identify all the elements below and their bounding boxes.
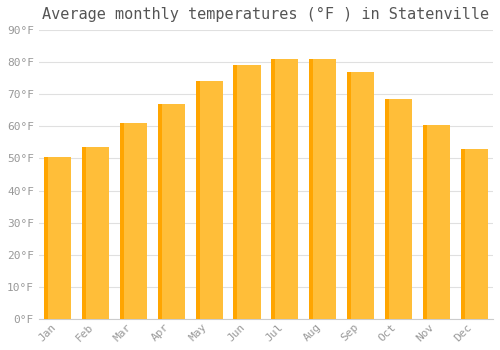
Bar — [120, 123, 147, 319]
Bar — [86, 147, 109, 319]
Bar — [196, 82, 223, 319]
Bar — [48, 157, 72, 319]
Title: Average monthly temperatures (°F ) in Statenville: Average monthly temperatures (°F ) in St… — [42, 7, 490, 22]
Bar — [309, 59, 336, 319]
Bar — [426, 125, 450, 319]
Bar — [464, 149, 488, 319]
Bar — [385, 99, 412, 319]
Bar — [276, 59, 298, 319]
Bar — [351, 72, 374, 319]
Bar — [162, 104, 185, 319]
Bar — [422, 125, 450, 319]
Bar — [200, 82, 223, 319]
Bar — [234, 65, 260, 319]
Bar — [124, 123, 147, 319]
Bar — [271, 59, 298, 319]
Bar — [347, 72, 374, 319]
Bar — [389, 99, 412, 319]
Bar — [82, 147, 109, 319]
Bar — [238, 65, 260, 319]
Bar — [460, 149, 488, 319]
Bar — [313, 59, 336, 319]
Bar — [44, 157, 72, 319]
Bar — [158, 104, 185, 319]
